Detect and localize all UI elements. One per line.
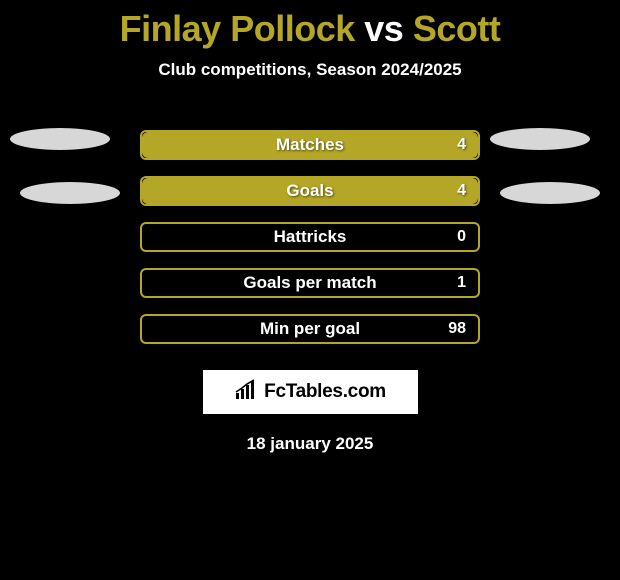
stat-bar: Goals4	[140, 176, 480, 206]
comparison-card: Finlay Pollock vs Scott Club competition…	[0, 0, 620, 454]
stat-label: Matches	[142, 135, 478, 155]
stat-row: Hattricks0	[0, 214, 620, 260]
stats-area: Matches4Goals4Hattricks0Goals per match1…	[0, 122, 620, 352]
brand-text: FcTables.com	[264, 381, 386, 403]
player1-name: Finlay Pollock	[120, 8, 355, 49]
stat-label: Goals per match	[142, 273, 478, 293]
stat-row: Goals per match1	[0, 260, 620, 306]
stat-bar: Goals per match1	[140, 268, 480, 298]
stat-row: Goals4	[0, 168, 620, 214]
player2-name: Scott	[413, 8, 501, 49]
bar-chart-icon	[234, 379, 260, 406]
stat-value: 98	[448, 320, 466, 338]
date-line: 18 january 2025	[0, 434, 620, 454]
stat-value: 4	[457, 136, 466, 154]
stat-value: 1	[457, 274, 466, 292]
stat-row: Matches4	[0, 122, 620, 168]
stat-label: Min per goal	[142, 319, 478, 339]
vs-separator: vs	[364, 8, 403, 49]
stat-value: 4	[457, 182, 466, 200]
stat-label: Goals	[142, 181, 478, 201]
stat-row: Min per goal98	[0, 306, 620, 352]
stat-bar: Min per goal98	[140, 314, 480, 344]
stat-bar: Hattricks0	[140, 222, 480, 252]
stat-label: Hattricks	[142, 227, 478, 247]
stat-bar: Matches4	[140, 130, 480, 160]
stat-value: 0	[457, 228, 466, 246]
page-title: Finlay Pollock vs Scott	[0, 0, 620, 50]
brand-box[interactable]: FcTables.com	[203, 370, 418, 414]
subtitle: Club competitions, Season 2024/2025	[0, 60, 620, 80]
